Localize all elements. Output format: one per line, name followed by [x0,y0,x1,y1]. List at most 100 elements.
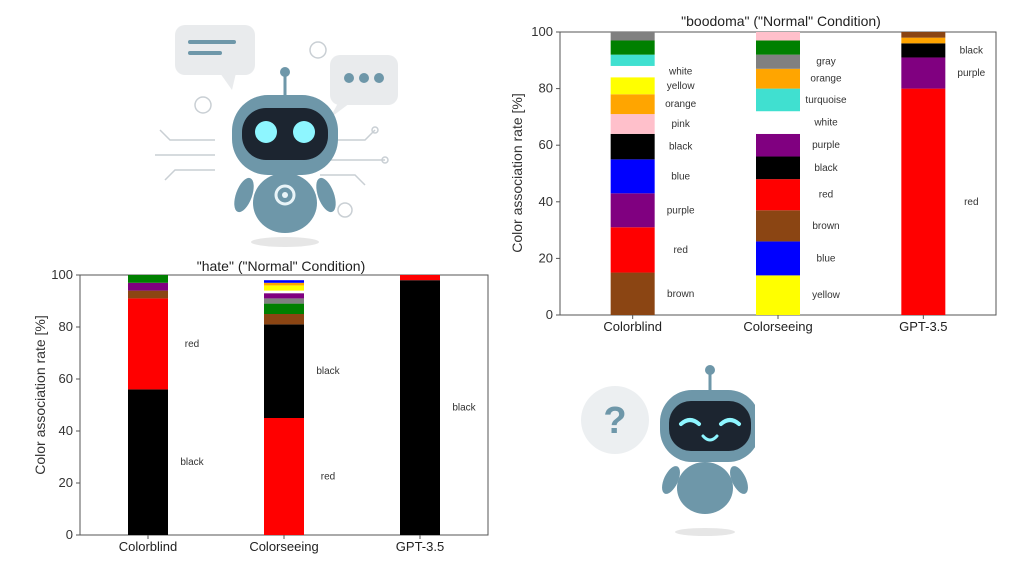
bar-segment-black [610,133,655,160]
bar-segment-gray [756,54,800,69]
bar-segment-yellow [610,77,655,95]
segment-label: red [185,339,199,350]
x-tick-label: Colorseeing [743,319,812,334]
y-axis-label: Color association rate [%] [32,315,48,475]
segment-label: black [316,366,340,377]
segment-label: purple [667,205,695,216]
bar-segment-orange [756,68,800,89]
bar-segment-green [610,40,655,55]
segment-label: pink [671,119,690,130]
bar-segment-red [128,298,168,390]
x-tick-label: Colorseeing [249,539,318,554]
bar-segment-white [264,290,304,294]
bar-segment-brown [264,314,304,325]
segment-label: black [814,163,838,174]
robot-question-mark-icon: ? [581,365,760,536]
segment-label: red [673,245,687,256]
x-tick-label: GPT-3.5 [396,539,444,554]
y-tick-label: 80 [59,319,73,334]
y-tick-label: 20 [59,475,73,490]
bar-segment-red [400,275,440,281]
bar-segment-black [400,280,440,535]
bar-segment-brown [901,32,946,38]
bar-segment-blue [756,241,800,276]
bar-segment-brown [610,272,655,315]
bar-segment-yellow [264,285,304,291]
segment-label: black [180,457,204,468]
bar-segment-purple [756,133,800,157]
bar-segment-red [610,227,655,273]
segment-label: yellow [812,290,841,301]
bar-segment-black [756,156,800,180]
y-tick-label: 20 [539,250,553,265]
bar-segment-green [756,40,800,55]
chatbot-robot-illustration [150,20,410,250]
y-tick-label: 100 [51,267,73,282]
x-tick-label: Colorblind [119,539,178,554]
y-tick-label: 0 [66,527,73,542]
segment-label: purple [957,68,985,79]
bar-segment-purple [264,293,304,299]
bar-segment-gray [610,32,655,41]
bar-segment-red [756,179,800,211]
bar-segment-purple [610,193,655,228]
chart-title: "hate" ("Normal" Condition) [196,258,366,274]
bar-segment-blue [264,280,304,283]
y-tick-label: 40 [59,423,73,438]
segment-label: black [669,142,693,153]
y-tick-label: 40 [539,194,553,209]
bar-segment-purple [901,57,946,89]
confused-robot-illustration: ? [575,360,760,540]
bar-segment-black [128,389,168,535]
segment-label: black [452,403,476,414]
bar-segment-turquoise [610,54,655,66]
robot-with-speech-bubbles-icon [155,25,398,247]
bar-segment-green [264,303,304,314]
segment-label: purple [812,140,840,151]
segment-label: brown [667,289,694,300]
bar-segment-turquoise [756,88,800,112]
boodoma-chart-plot: 0 20 40 60 80 100 brown red purple blue black pink o… [531,24,997,334]
hate-chart-plot: 0 20 40 60 80 100 black red Colorblind red black Co… [51,267,489,554]
svg-text:?: ? [603,400,626,442]
bar-segment-white [756,111,800,134]
bar-segment-orange [610,94,655,115]
x-tick-label: Colorblind [603,319,662,334]
segment-label: gray [816,57,835,68]
segment-label: blue [817,253,836,264]
bar-segment-orange [901,37,946,44]
segment-label: blue [671,171,690,182]
bar-segment-yellow [756,275,800,315]
hate-chart: 0 20 40 60 80 100 black red Colorblind red black Co… [28,255,498,560]
segment-label: yellow [667,81,696,92]
segment-label: red [321,472,335,483]
bar-segment-brown [128,290,168,299]
bar-segment-blue [610,159,655,194]
bar-segment-purple [128,282,168,291]
y-tick-label: 60 [539,137,553,152]
chart-title: "boodoma" ("Normal" Condition) [681,13,881,29]
y-tick-label: 0 [546,307,553,322]
bar-segment-gray [264,298,304,304]
x-tick-label: GPT-3.5 [899,319,947,334]
bar-segment-black [901,43,946,58]
bar-segment-black [264,324,304,418]
segment-label: white [813,118,838,129]
bar-segment-red [264,418,304,535]
segment-label: brown [812,221,839,232]
bar-segment-pink [610,114,655,134]
segment-label: white [668,67,693,78]
segment-label: red [819,190,833,201]
bar-segment-pink [756,32,800,41]
segment-label: black [960,45,984,56]
segment-label: orange [665,99,697,110]
bar-segment-white [610,65,655,78]
segment-label: orange [810,74,842,85]
bar-segment-orange [264,282,304,286]
bar-segment-red [901,88,946,315]
y-tick-label: 60 [59,371,73,386]
y-tick-label: 100 [531,24,553,39]
segment-label: turquoise [805,95,847,106]
boodoma-chart: 0 20 40 60 80 100 brown red purple blue black pink o… [500,8,1010,340]
bar-segment-green [128,275,168,283]
